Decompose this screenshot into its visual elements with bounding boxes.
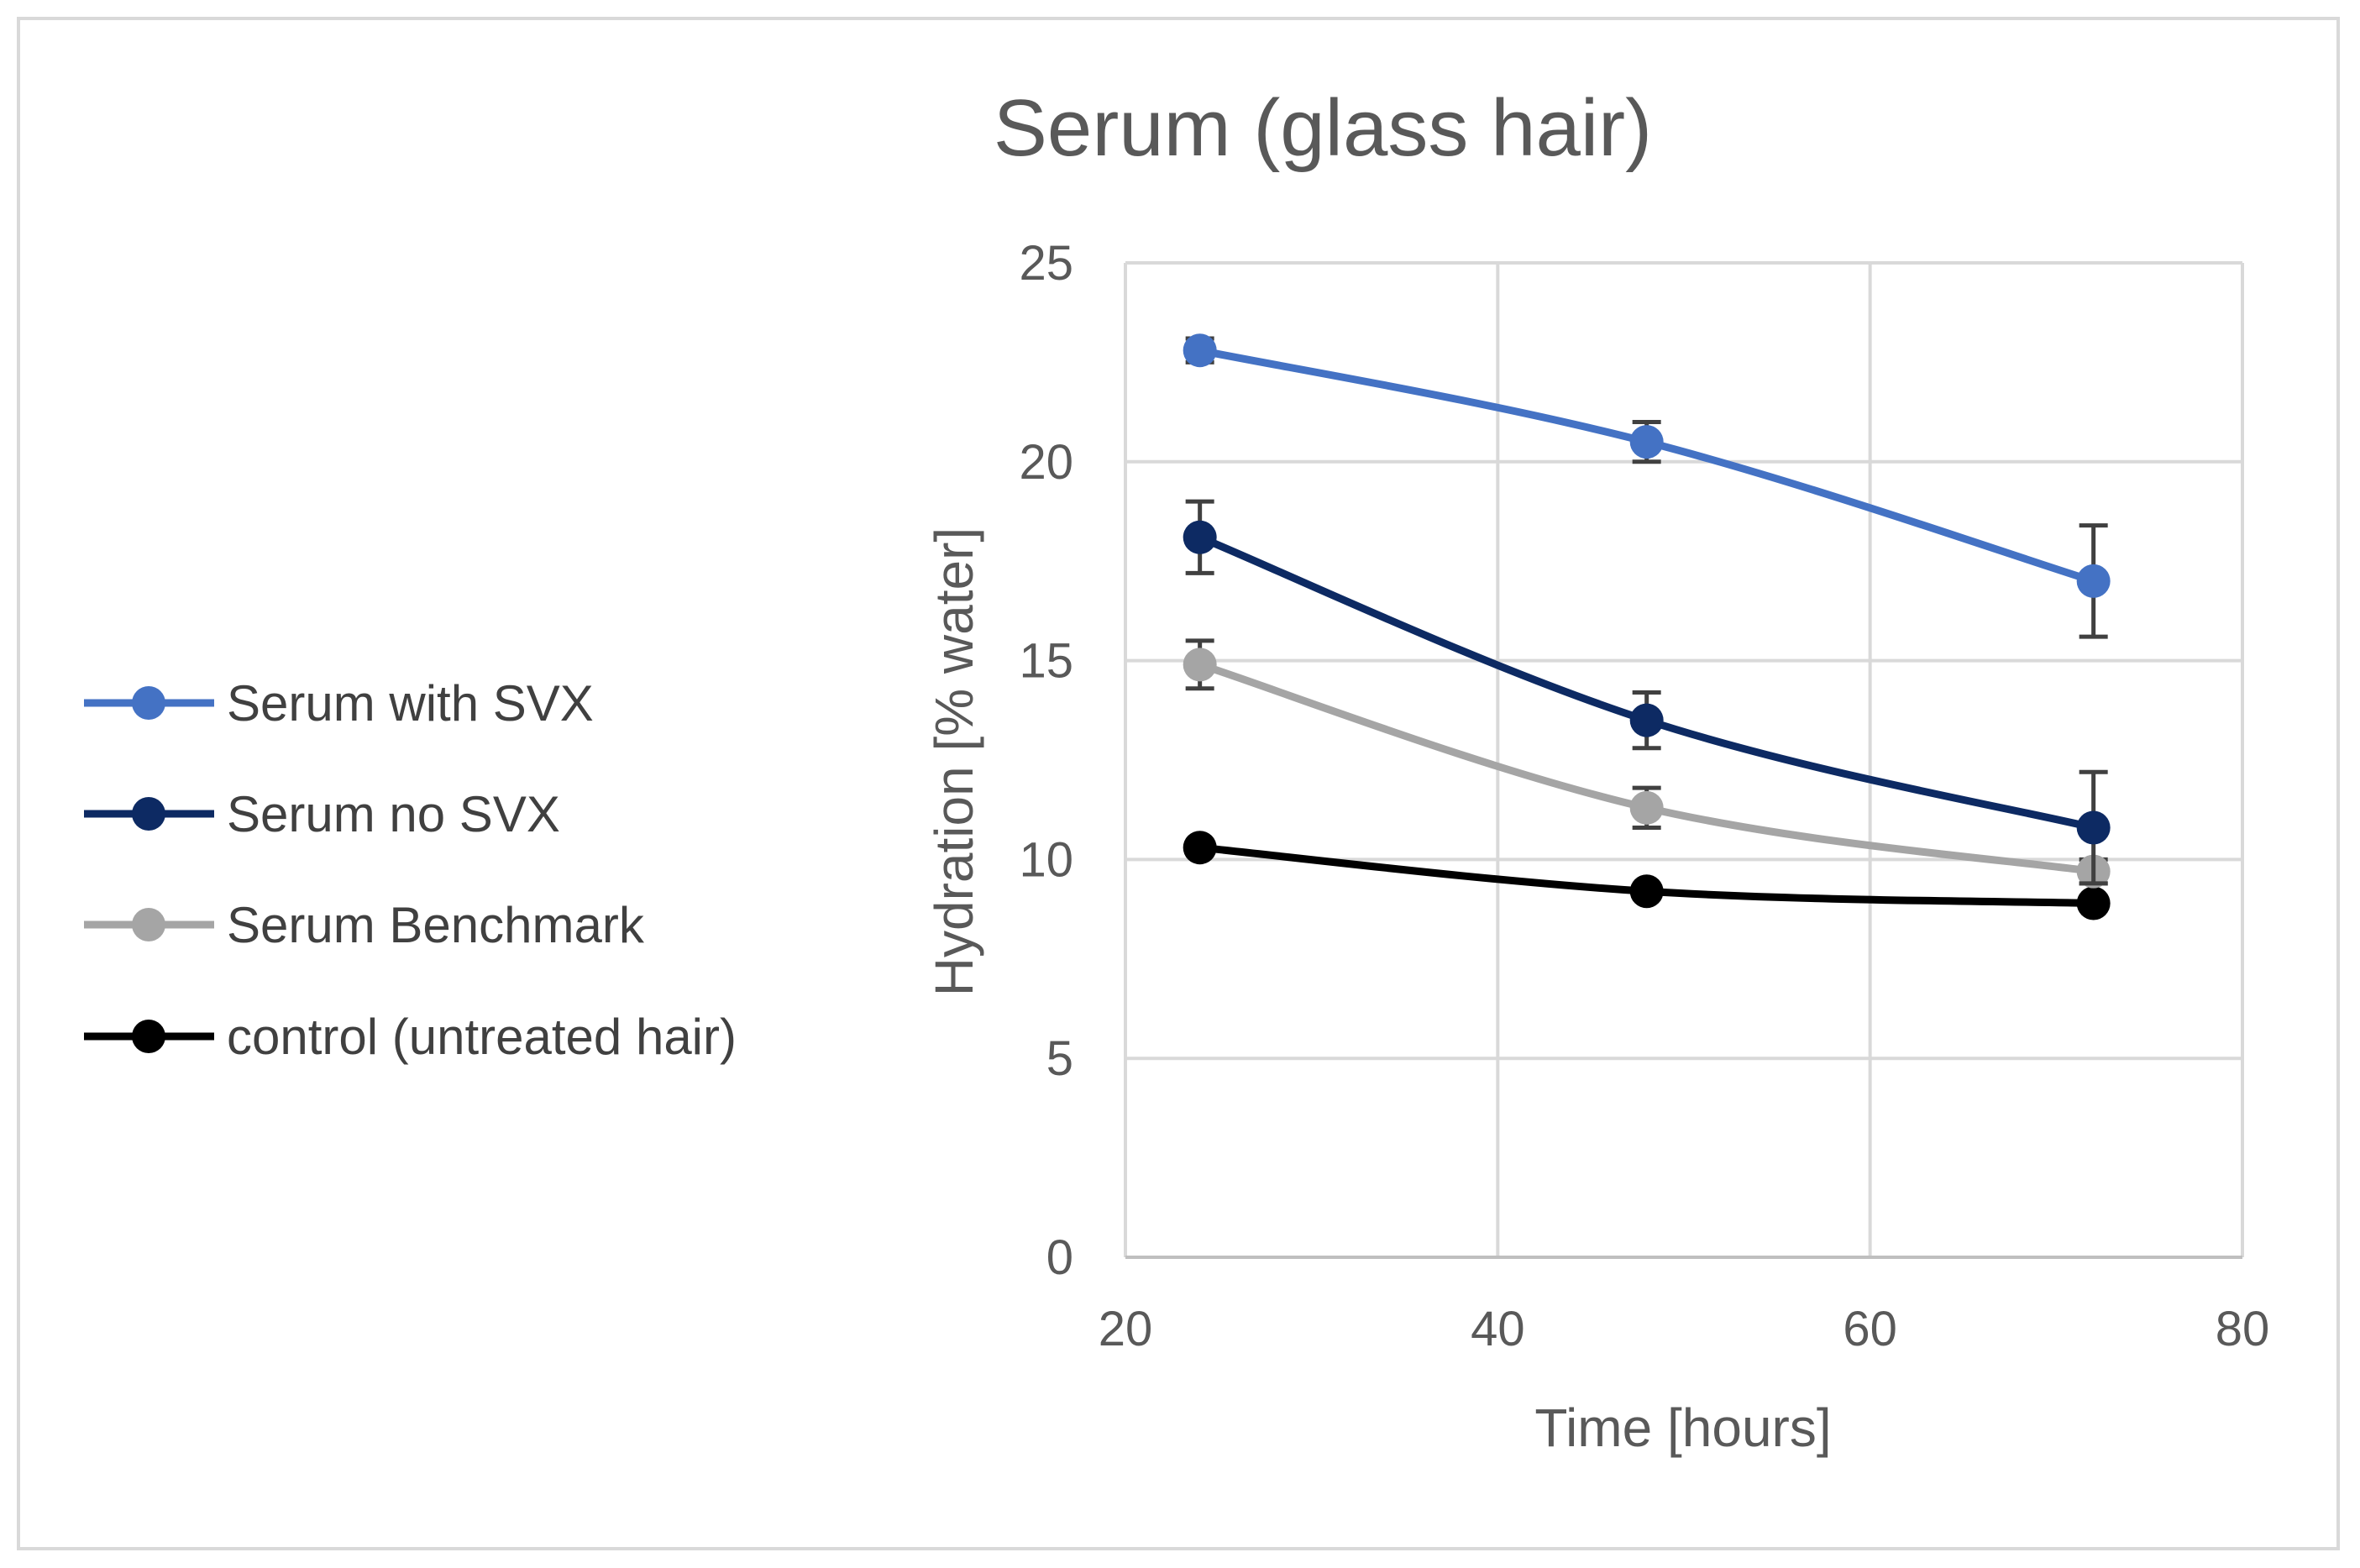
series-layer (1183, 333, 2111, 920)
legend-label: Serum Benchmark (227, 897, 645, 953)
chart-title: Serum (glass hair) (994, 83, 1652, 173)
legend-label: Serum no SVX (227, 786, 560, 842)
legend-item: Serum with SVX (84, 675, 594, 732)
y-tick-label: 25 (1019, 236, 1073, 291)
legend-item: Serum no SVX (84, 786, 560, 842)
y-axis-label: Hydration [% water] (924, 527, 984, 996)
series-serum-with-svx (1183, 333, 2111, 639)
legend-label: Serum with SVX (227, 675, 594, 732)
legend-item: control (untreated hair) (84, 1009, 737, 1065)
legend-marker (132, 1020, 165, 1053)
y-tick-label: 10 (1019, 832, 1073, 887)
chart-frame (17, 17, 2340, 1550)
series-line (1198, 346, 2095, 585)
data-point (2076, 810, 2111, 845)
legend-label: control (untreated hair) (227, 1009, 737, 1065)
x-tick-label: 60 (1843, 1302, 1897, 1356)
data-point (1183, 520, 1217, 554)
data-point (1183, 831, 1217, 865)
series-control-untreated-hair (1183, 831, 2111, 920)
data-point (1629, 425, 1664, 459)
legend-marker (132, 908, 165, 941)
legend: Serum with SVX Serum no SVX Serum Benchmar… (84, 675, 737, 1065)
series-line (1198, 533, 2095, 831)
data-point (2076, 564, 2111, 598)
series-serum-benchmark (1183, 638, 2111, 889)
y-tick-label: 0 (1046, 1230, 1073, 1285)
x-tick-label: 40 (1471, 1302, 1525, 1356)
data-point (1629, 790, 1664, 825)
data-point (1183, 648, 1217, 682)
y-tick-label: 15 (1019, 634, 1073, 689)
x-tick-label: 20 (1099, 1302, 1153, 1356)
data-point (1183, 333, 1217, 368)
data-point (1629, 703, 1664, 737)
axis-ticks: 0 5 10 15 20 25 20 40 60 80 (1019, 236, 2269, 1356)
x-tick-label: 80 (2216, 1302, 2270, 1356)
legend-marker (132, 686, 165, 720)
legend-item: Serum Benchmark (84, 897, 645, 953)
x-axis-label: Time [hours] (1534, 1398, 1831, 1458)
y-tick-label: 5 (1046, 1031, 1073, 1086)
series-serum-no-svx (1183, 499, 2111, 886)
data-point (1629, 874, 1664, 909)
legend-marker (132, 797, 165, 831)
data-point (2076, 886, 2111, 920)
grid (1124, 261, 2244, 1259)
y-tick-label: 20 (1019, 435, 1073, 490)
